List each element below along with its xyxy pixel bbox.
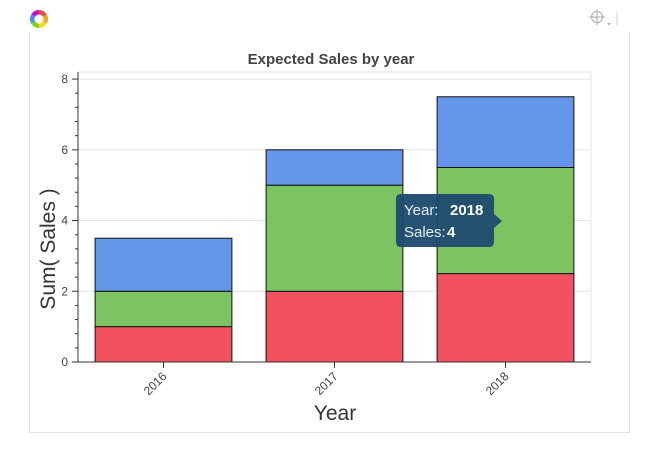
bar-segment-2017-2[interactable] xyxy=(265,149,404,186)
y-tick-label: 4 xyxy=(61,214,68,228)
bar-segment-2016-1[interactable] xyxy=(94,290,233,328)
x-tick-label: 2016 xyxy=(141,369,170,398)
bar-segment-2018-2[interactable] xyxy=(436,96,575,168)
bar-segment-2017-1[interactable] xyxy=(265,184,404,292)
tooltip-sales-label: Sales: xyxy=(404,224,446,241)
y-tick-label: 2 xyxy=(61,284,68,298)
stacked-bar-chart: Expected Sales by year 0 2 4 6 8 2016 2017 2018… xyxy=(37,51,592,425)
bars[interactable] xyxy=(94,96,575,363)
chart-title: Expected Sales by year xyxy=(248,51,415,68)
hover-tooltip: Year: 2018 Sales: 4 xyxy=(396,194,502,247)
x-tick-label: 2017 xyxy=(312,369,341,398)
y-tick-label: 6 xyxy=(61,143,68,157)
bokeh-logo-icon xyxy=(29,9,49,29)
bar-segment-2017-0[interactable] xyxy=(265,290,404,363)
bar-segment-2018-0[interactable] xyxy=(436,273,575,363)
x-axis-title: Year xyxy=(314,402,356,425)
bar-segment-2016-2[interactable] xyxy=(94,237,233,292)
tooltip-box xyxy=(396,194,502,247)
plot-panel: Expected Sales by year 0 2 4 6 8 2016 2017 2018… xyxy=(29,32,630,433)
crosshair-tool-icon[interactable] xyxy=(587,8,623,28)
tooltip-sales-value: 4 xyxy=(447,224,456,241)
y-tick-label: 0 xyxy=(61,355,68,369)
tooltip-year-label: Year: xyxy=(404,202,438,219)
x-tick-label: 2018 xyxy=(483,369,512,398)
tooltip-year-value: 2018 xyxy=(450,202,483,219)
y-tick-label: 8 xyxy=(61,72,68,86)
y-axis-title: Sum( Sales ) xyxy=(37,188,60,309)
bar-segment-2016-0[interactable] xyxy=(94,326,233,363)
